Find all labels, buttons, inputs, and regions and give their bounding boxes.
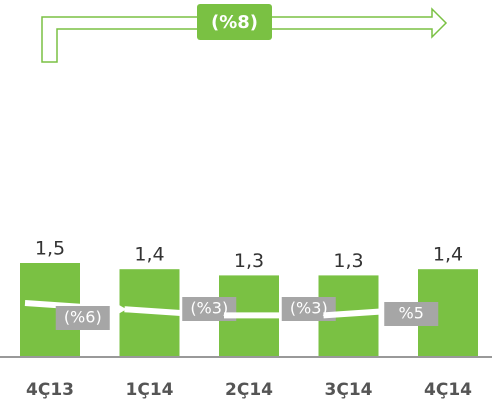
change-arrow-head: [112, 301, 127, 318]
change-box: [55, 306, 110, 330]
x-tick-label: 3Ç14: [325, 380, 373, 400]
change-label: %5: [399, 304, 424, 323]
value-label: 1,5: [35, 238, 65, 260]
x-tick-label: 2Ç14: [225, 380, 273, 400]
change-box: [384, 302, 439, 326]
value-label: 1,4: [433, 244, 463, 266]
x-tick-label: 4Ç14: [424, 380, 472, 400]
change-label: (%3): [290, 299, 328, 318]
x-tick-label: 4Ç13: [26, 380, 74, 400]
x-tick-label: 1Ç14: [126, 380, 174, 400]
change-label: (%3): [190, 299, 228, 318]
total-box: [197, 4, 272, 40]
total-change: (%8): [211, 12, 258, 33]
value-label: 1,3: [333, 250, 363, 272]
change-label: (%6): [64, 308, 102, 327]
value-label: 1,4: [134, 244, 164, 266]
value-label: 1,3: [234, 250, 264, 272]
